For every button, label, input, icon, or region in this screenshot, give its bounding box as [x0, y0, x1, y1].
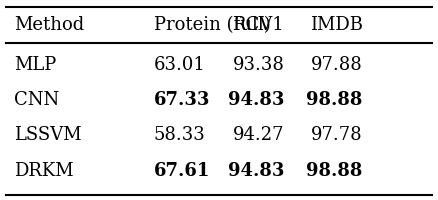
Text: 97.88: 97.88: [311, 55, 363, 73]
Text: LSSVM: LSSVM: [14, 127, 82, 144]
Text: DRKM: DRKM: [14, 162, 74, 180]
Text: 98.88: 98.88: [306, 91, 363, 109]
Text: MLP: MLP: [14, 55, 57, 73]
Text: IMDB: IMDB: [310, 16, 363, 34]
Text: 63.01: 63.01: [154, 55, 205, 73]
Text: 94.27: 94.27: [233, 127, 284, 144]
Text: 94.83: 94.83: [228, 162, 284, 180]
Text: 67.33: 67.33: [154, 91, 210, 109]
Text: 97.78: 97.78: [311, 127, 363, 144]
Text: 94.83: 94.83: [228, 91, 284, 109]
Text: 98.88: 98.88: [306, 162, 363, 180]
Text: 93.38: 93.38: [233, 55, 284, 73]
Text: Protein (full): Protein (full): [154, 16, 271, 34]
Text: 67.61: 67.61: [154, 162, 210, 180]
Text: RCV1: RCV1: [233, 16, 284, 34]
Text: Method: Method: [14, 16, 85, 34]
Text: 58.33: 58.33: [154, 127, 205, 144]
Text: CNN: CNN: [14, 91, 60, 109]
